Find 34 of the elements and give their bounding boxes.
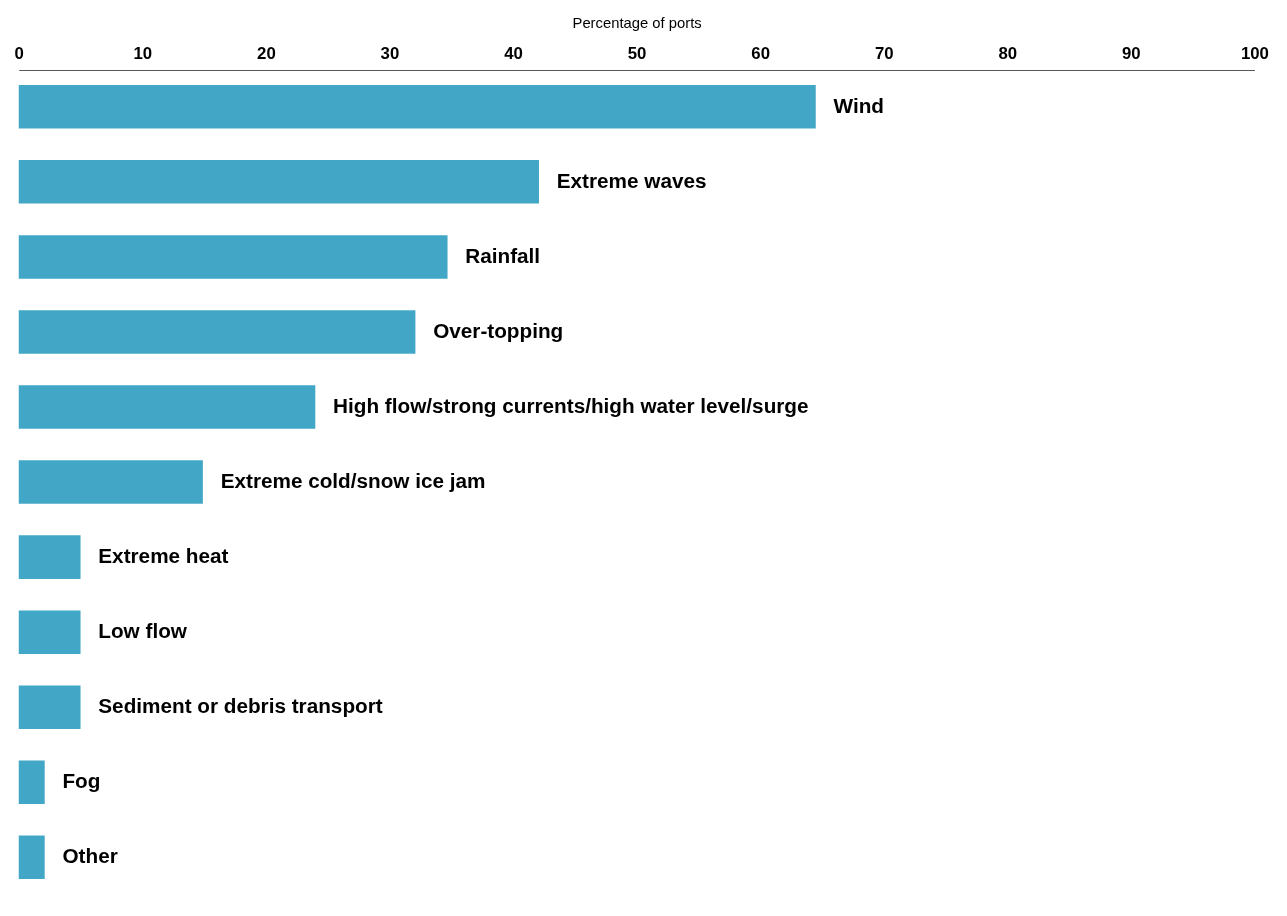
y-tick-label: Over-topping (433, 318, 564, 342)
y-tick-label: High flow/strong currents/high water level/surge (333, 393, 809, 417)
x-tick-label: 20 (257, 43, 276, 63)
x-tick-label: 70 (874, 43, 894, 63)
x-tick-label: 50 (627, 43, 647, 63)
bar (18, 160, 539, 204)
bar (18, 235, 448, 279)
bar (18, 85, 816, 129)
x-tick-label: 90 (1122, 43, 1141, 63)
bar (18, 685, 81, 730)
y-tick-label: Extreme heat (98, 544, 229, 568)
bar (18, 535, 81, 579)
x-tick-label: 100 (1240, 43, 1269, 63)
y-tick-label: Extreme waves (556, 168, 707, 192)
x-tick-label: 60 (751, 43, 770, 63)
y-tick-label: Sediment or debris transport (98, 694, 383, 718)
bar (18, 835, 45, 880)
y-tick-label: Other (62, 844, 118, 868)
x-tick-label: 40 (504, 43, 523, 63)
x-axis-title: Percentage of ports (572, 15, 702, 32)
y-tick-label: Wind (833, 93, 884, 117)
y-tick-label: Extreme cold/snow ice jam (220, 469, 486, 492)
x-tick-label: 0 (14, 43, 24, 63)
y-tick-label: Rainfall (465, 243, 541, 267)
x-tick-label: 80 (998, 43, 1018, 63)
x-tick-label: 10 (133, 43, 153, 63)
y-tick-label: Low flow (98, 619, 188, 643)
y-tick-label: Fog (62, 769, 101, 793)
bar (18, 760, 45, 805)
x-tick-label: 30 (380, 43, 400, 63)
bar (18, 460, 203, 504)
bar (18, 310, 416, 354)
bar (18, 385, 316, 429)
bar (18, 610, 81, 654)
